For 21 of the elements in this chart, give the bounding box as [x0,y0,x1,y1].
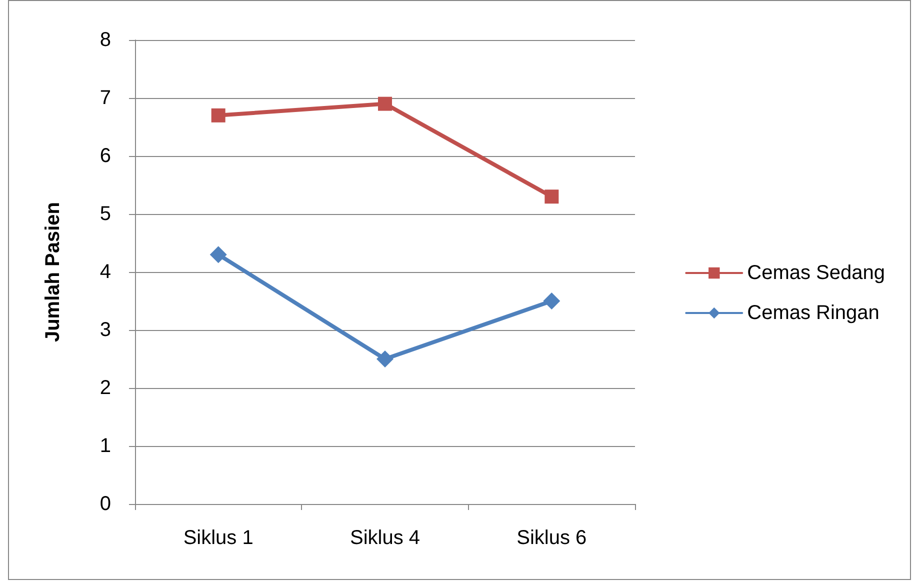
y-tick-label: 4 [100,261,111,283]
point [544,190,559,204]
x-tick-label: Siklus 4 [350,527,420,549]
point [376,350,394,368]
point [543,292,560,310]
y-tick-label: 3 [100,319,111,341]
legend-label: Cemas Ringan [747,302,880,324]
y-tick-label: 7 [100,87,111,109]
legend-label: Cemas Sedang [747,262,886,284]
point [210,246,227,264]
x-tick-label: Siklus 6 [516,527,587,549]
y-axis-title: Jumlah Pasien [42,202,64,342]
y-tick-label: 8 [100,29,111,51]
y-tick-label: 2 [100,377,111,399]
y-tick-label: 6 [100,145,111,167]
y-tick-label: 5 [100,203,111,225]
y-tick-label: 0 [100,493,111,515]
y-tick-label: 1 [100,435,111,457]
point [211,108,226,122]
point [378,96,392,111]
x-tick-label: Siklus 1 [183,527,254,549]
